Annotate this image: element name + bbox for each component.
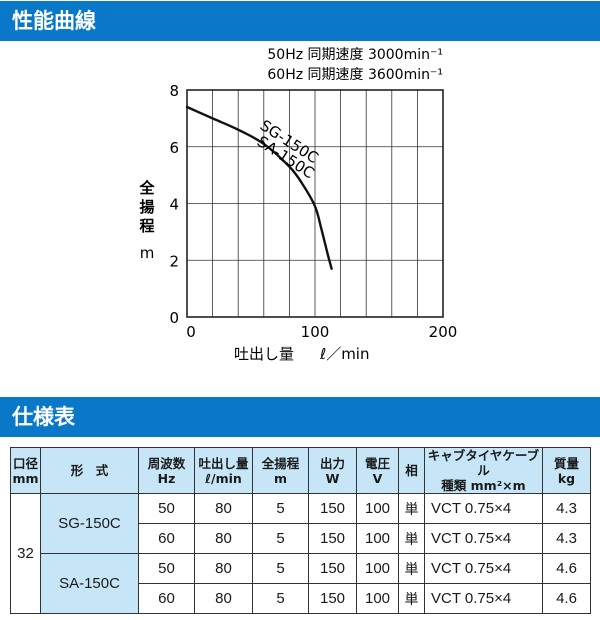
voltage-cell: 100 (356, 523, 399, 554)
phase-cell: 単 (398, 583, 425, 614)
head-cell: 5 (252, 583, 309, 614)
header-label: 質量 (553, 455, 579, 471)
header-mass: 質量 kg (542, 447, 591, 494)
spec-header-row: 口径 mm 形 式周波数 Hz 吐出し量 ℓ/min 全揚程 m 出力 W 電圧 V 相キャブタイヤケー… (10, 447, 591, 494)
header-label: 吐出し量 (198, 455, 249, 471)
header-unit: 種類 mm²×m (441, 478, 526, 493)
head-cell: 5 (252, 523, 309, 554)
spec-table-title: 仕様表 (12, 405, 75, 429)
model-cell: SA-150C (40, 553, 139, 614)
performance-curve-header: 性能曲線 (0, 1, 600, 41)
head-cell: 5 (252, 553, 309, 584)
x-tick-label: 200 (429, 323, 458, 341)
header-unit: m (273, 470, 288, 486)
header-label: 周波数 (147, 455, 186, 471)
header-unit: kg (557, 470, 576, 486)
header-unit: V (372, 470, 383, 486)
plot-frame (186, 89, 444, 318)
header-output: 出力 W (308, 447, 357, 494)
header-label: キャブタイヤケーブル (427, 448, 540, 478)
x-tick-label: 0 (186, 323, 196, 341)
phase-cell: 単 (398, 553, 425, 584)
y-tick-label: 8 (169, 82, 179, 100)
voltage-cell: 100 (356, 583, 399, 614)
header-bore: 口径 mm (10, 447, 41, 494)
spec-table-container: 口径 mm 形 式周波数 Hz 吐出し量 ℓ/min 全揚程 m 出力 W 電圧 V 相キャブタイヤケー… (10, 447, 591, 614)
y-axis-label: 全 (138, 179, 155, 197)
y-tick-label: 2 (169, 252, 179, 270)
header-label: 全揚程 (261, 455, 300, 471)
header-label: 形 式 (70, 463, 109, 478)
y-tick-label: 0 (169, 309, 179, 327)
frequency-cell: 50 (138, 553, 195, 584)
mass-cell: 4.6 (542, 583, 591, 614)
table-row: 60 80 5 150 100 単 VCT 0.75×4 4.6 (11, 583, 591, 614)
header-cable: キャブタイヤケーブル 種類 mm²×m (424, 447, 543, 494)
header-label: 口径 (12, 455, 38, 471)
y-tick-label: 6 (169, 139, 179, 157)
header-unit: W (325, 470, 340, 486)
performance-chart: 0 2 4 6 8 0 100 200 50Hz 同期速度 3000min⁻¹ 60Hz 同期… (138, 47, 458, 363)
table-row: 60 80 5 150 100 単 VCT 0.75×4 4.3 (11, 523, 591, 554)
frequency-cell: 60 (138, 523, 195, 554)
y-axis-unit: m (140, 244, 155, 262)
header-unit: Hz (157, 470, 176, 486)
spec-table: 口径 mm 形 式周波数 Hz 吐出し量 ℓ/min 全揚程 m 出力 W 電圧 V 相キャブタイヤケー… (10, 447, 591, 614)
cable-cell: VCT 0.75×4 (424, 583, 543, 614)
output-cell: 150 (308, 493, 357, 524)
head-cell: 5 (252, 493, 309, 524)
mass-cell: 4.6 (542, 553, 591, 584)
header-unit: ℓ/min (205, 470, 242, 486)
header-flow: 吐出し量 ℓ/min (194, 447, 253, 494)
model-cell: SG-150C (40, 493, 139, 554)
header-unit: mm (12, 470, 39, 486)
table-row: SA-150C 50 80 5 150 100 単 VCT 0.75×4 4.6 (11, 553, 591, 614)
output-cell: 150 (308, 523, 357, 554)
x-axis-label: 吐出し量 (234, 345, 294, 363)
output-cell: 150 (308, 553, 357, 584)
spec-table-header: 仕様表 (0, 397, 600, 437)
flow-cell: 80 (194, 583, 253, 614)
cable-cell: VCT 0.75×4 (424, 523, 543, 554)
mass-cell: 4.3 (542, 493, 591, 524)
header-phase: 相 (398, 447, 425, 494)
phase-cell: 単 (398, 523, 425, 554)
flow-cell: 80 (194, 553, 253, 584)
header-frequency: 周波数 Hz (138, 447, 195, 494)
speed-annotation: 60Hz 同期速度 3600min⁻¹ (267, 67, 443, 83)
speed-annotation: 50Hz 同期速度 3000min⁻¹ (267, 47, 443, 63)
mass-cell: 4.3 (542, 523, 591, 554)
x-tick-label: 100 (301, 323, 330, 341)
performance-curve-title: 性能曲線 (12, 9, 96, 33)
header-head: 全揚程 m (252, 447, 309, 494)
y-axis-label: 程 (139, 217, 154, 235)
flow-cell: 80 (194, 493, 253, 524)
header-label: 出力 (319, 455, 345, 471)
performance-curve (185, 105, 333, 270)
frequency-cell: 60 (138, 583, 195, 614)
phase-cell: 単 (398, 493, 425, 524)
x-axis-unit: ℓ／min (319, 345, 369, 363)
header-voltage: 電圧 V (356, 447, 399, 494)
voltage-cell: 100 (356, 493, 399, 524)
flow-cell: 80 (194, 523, 253, 554)
output-cell: 150 (308, 583, 357, 614)
y-axis-label: 揚 (139, 198, 154, 216)
voltage-cell: 100 (356, 553, 399, 584)
table-row: 32 SG-150C 50 80 5 150 100 単 VCT 0.75×4 4.3 (10, 493, 591, 614)
cable-cell: VCT 0.75×4 (424, 553, 543, 584)
frequency-cell: 50 (138, 493, 195, 524)
header-label: 電圧 (364, 455, 390, 471)
cable-cell: VCT 0.75×4 (424, 493, 543, 524)
header-label: 相 (405, 463, 418, 478)
y-tick-label: 4 (169, 196, 179, 214)
bore-cell: 32 (10, 493, 41, 614)
header-model: 形 式 (40, 447, 139, 494)
